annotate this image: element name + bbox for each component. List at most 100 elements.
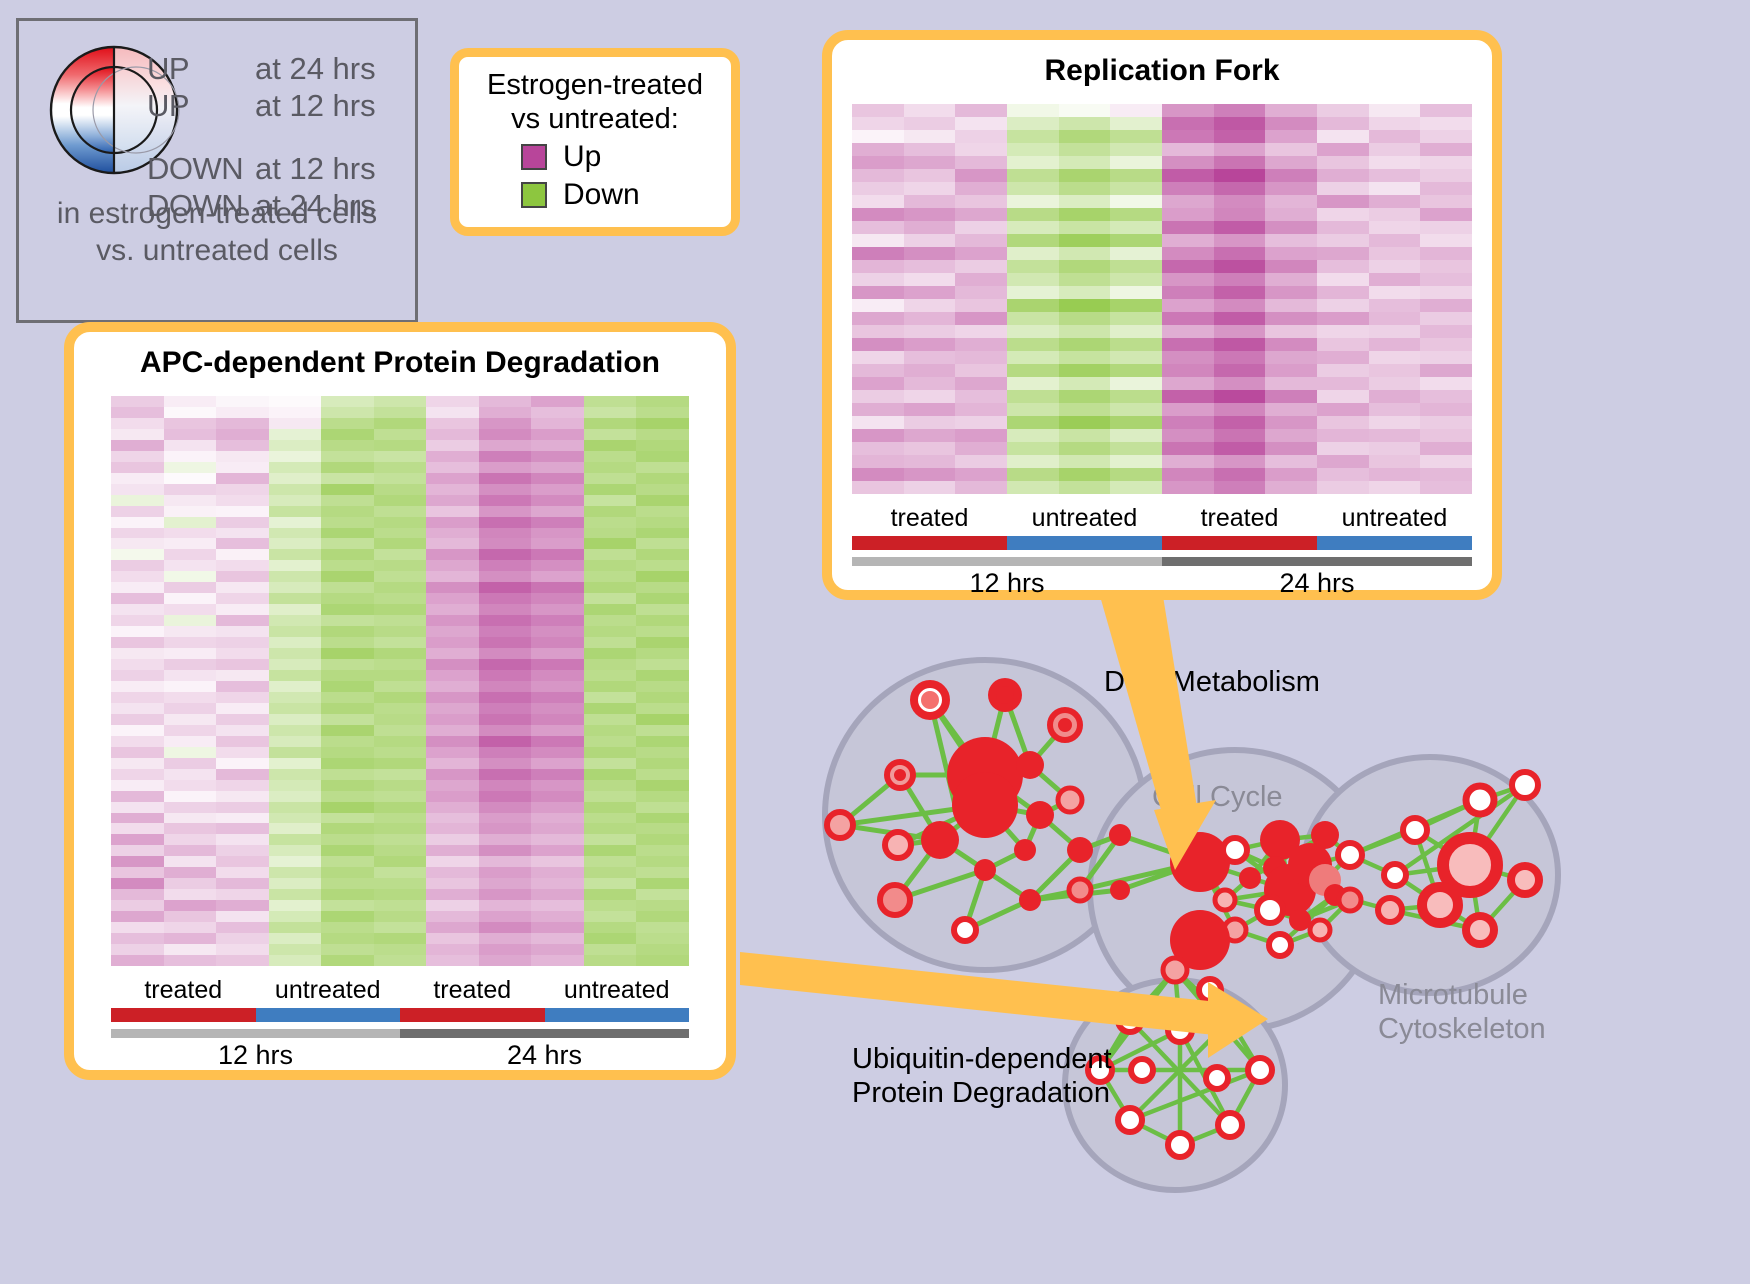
key-row: UP at 24 hrs <box>147 51 417 88</box>
heatmap-replication-fork <box>852 104 1472 494</box>
heatmap-cell <box>1162 377 1214 390</box>
key-spacer <box>147 125 417 151</box>
heatmap-cell <box>1420 247 1472 260</box>
heatmap-cell <box>268 834 322 846</box>
node <box>1085 1055 1115 1085</box>
sample-annotation-apc: treated untreated treated untreated 12 h… <box>111 976 689 1071</box>
heatmap-cell <box>1058 208 1111 221</box>
heatmap-cell <box>1420 338 1472 351</box>
heatmap-cell <box>1110 221 1162 234</box>
heatmap-cell <box>321 724 374 736</box>
treatment-bar-replication-fork <box>852 536 1472 550</box>
heatmap-cell <box>852 221 904 234</box>
node <box>1509 769 1541 801</box>
heatmap-cell <box>583 911 637 923</box>
heatmap-cell <box>1265 416 1317 429</box>
heatmap-cell <box>903 377 956 390</box>
heatmap-cell <box>531 878 584 890</box>
heatmap-cell <box>426 900 479 912</box>
heatmap-cell <box>1007 403 1059 416</box>
heatmap-cell <box>955 234 1007 247</box>
heatmap-cell <box>373 527 427 539</box>
heatmap-cell <box>163 560 217 572</box>
heatmap-cell <box>321 889 374 901</box>
heatmap-cell <box>636 790 689 802</box>
heatmap-cell <box>321 571 374 583</box>
heatmap-cell <box>852 104 904 117</box>
heatmap-cell <box>583 615 637 627</box>
heatmap-cell <box>163 900 217 912</box>
heatmap-cell <box>636 757 689 769</box>
heatmap-cell <box>1420 299 1472 312</box>
heatmap-cell <box>1007 130 1059 143</box>
heatmap-cell <box>111 911 164 923</box>
heatmap-cell <box>1110 234 1162 247</box>
heatmap-cell <box>268 472 322 484</box>
heatmap-cell <box>163 549 217 561</box>
heatmap-cell <box>1265 468 1317 481</box>
heatmap-cell <box>1420 481 1472 494</box>
key-footer-line2: vs. untreated cells <box>96 233 338 267</box>
heatmap-cell <box>1110 273 1162 286</box>
heatmap-cell <box>903 104 956 117</box>
heatmap-cell <box>955 338 1007 351</box>
heatmap-cell <box>903 312 956 325</box>
heatmap-cell <box>216 702 269 714</box>
heatmap-cell <box>478 571 532 583</box>
untreated-bar <box>1317 536 1472 550</box>
heatmap-cell <box>1317 104 1369 117</box>
heatmap-cell <box>478 461 532 473</box>
timepoint-labels-replication-fork: 12 hrs 24 hrs <box>852 568 1472 599</box>
heatmap-cell <box>268 428 322 440</box>
heatmap-cell <box>955 286 1007 299</box>
heatmap-cell <box>111 659 164 671</box>
heatmap-cell <box>163 889 217 901</box>
heatmap-cell <box>955 377 1007 390</box>
heatmap-cell <box>163 593 217 605</box>
heatmap-cell <box>268 637 322 649</box>
heatmap-cell <box>583 867 637 879</box>
heatmap-cell <box>321 670 374 681</box>
heatmap-cell <box>373 834 427 846</box>
heatmap-cell <box>111 626 164 638</box>
heatmap-cell <box>531 691 584 703</box>
heatmap-cell <box>163 615 217 627</box>
heatmap-cell <box>268 812 322 824</box>
heatmap-cell <box>636 845 689 857</box>
heatmap-cell <box>321 933 374 945</box>
heatmap-cell <box>955 312 1007 325</box>
heatmap-cell <box>1058 130 1111 143</box>
heatmap-cell <box>583 659 637 671</box>
heatmap-cell <box>163 637 217 649</box>
heatmap-cell <box>852 299 904 312</box>
heatmap-apc-degradation <box>111 396 689 966</box>
heatmap-cell <box>321 527 374 539</box>
heatmap-cell <box>903 273 956 286</box>
heatmap-cell <box>268 768 322 780</box>
heatmap-cell <box>1317 195 1369 208</box>
heatmap-cell <box>531 856 584 868</box>
heatmap-cell <box>426 626 479 638</box>
heatmap-cell <box>373 571 427 583</box>
node <box>1335 840 1365 870</box>
heatmap-cell <box>1317 377 1369 390</box>
key-timepoint: at 24 hrs <box>255 188 376 223</box>
heatmap-cell <box>1007 468 1059 481</box>
heatmap-cell <box>583 593 637 605</box>
heatmap-cell <box>478 812 532 824</box>
heatmap-cell <box>852 455 904 468</box>
heatmap-cell <box>1110 455 1162 468</box>
legend-title-line1: Estrogen-treated <box>486 69 703 101</box>
heatmap-cell <box>111 702 164 714</box>
node <box>1462 782 1498 818</box>
legend-title-line2: vs untreated: <box>511 102 679 135</box>
heatmap-cell <box>268 757 322 769</box>
heatmap-cell <box>1058 286 1111 299</box>
heatmap-cell <box>268 713 322 725</box>
sample-label: untreated <box>1031 504 1138 532</box>
key-direction: UP <box>147 51 190 86</box>
heatmap-cell <box>478 691 532 703</box>
heatmap-cell <box>636 615 689 627</box>
heatmap-cell <box>373 911 427 923</box>
heatmap-cell <box>216 790 269 802</box>
